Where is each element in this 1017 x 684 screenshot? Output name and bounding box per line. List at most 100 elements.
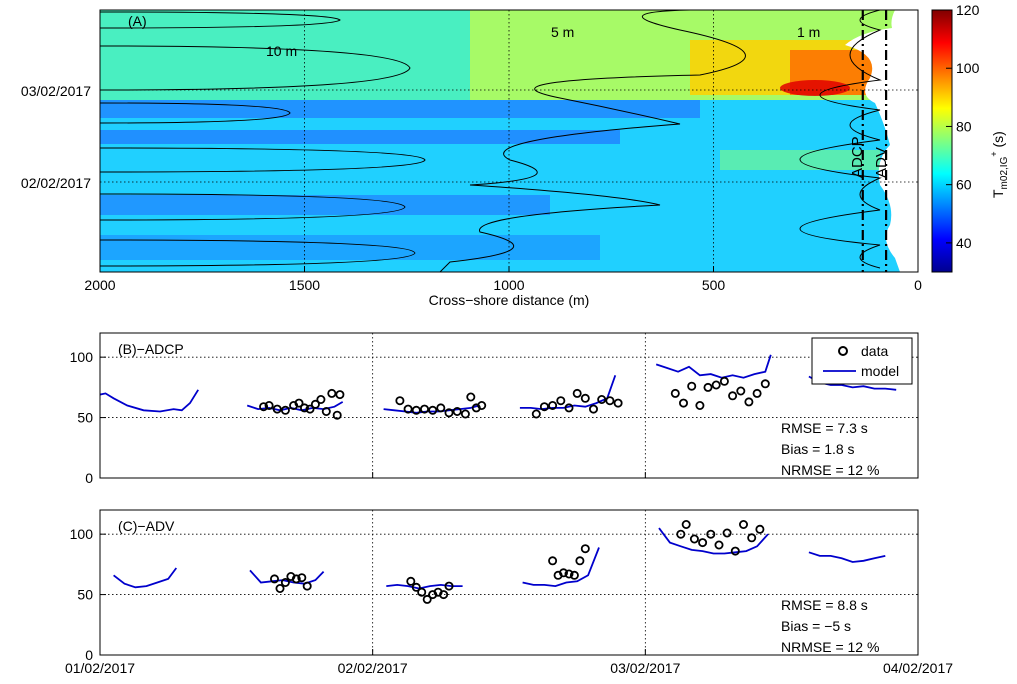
data-point-c bbox=[548, 556, 558, 566]
contour-10m bbox=[100, 11, 426, 267]
colorbar bbox=[931, 9, 953, 273]
y-tick-label-a-1: 02/02/2017 bbox=[21, 175, 91, 191]
data-point-b bbox=[411, 405, 421, 415]
series-b bbox=[100, 354, 897, 420]
model-line-c-0 bbox=[113, 567, 178, 589]
data-point-c bbox=[681, 520, 691, 530]
data-point-b bbox=[403, 404, 413, 414]
data-point-c bbox=[722, 528, 732, 538]
data-point-c bbox=[569, 570, 579, 580]
model-line-c-4 bbox=[658, 527, 769, 555]
data-point-b bbox=[259, 402, 269, 412]
panel-label-b: (B)−ADCP bbox=[118, 341, 184, 357]
data-point-c bbox=[406, 576, 416, 586]
data-point-b bbox=[477, 400, 487, 410]
stat-nrmse-b: NRMSE = 12 % bbox=[781, 462, 879, 478]
data-point-b bbox=[335, 390, 345, 400]
data-point-b bbox=[294, 398, 304, 408]
data-point-c bbox=[302, 581, 312, 591]
colorbar-tick-label: 60 bbox=[956, 177, 972, 193]
data-point-c bbox=[580, 544, 590, 554]
data-point-c bbox=[439, 590, 449, 600]
data-point-b bbox=[670, 388, 680, 398]
model-line-c-3 bbox=[522, 547, 600, 588]
data-point-b bbox=[556, 396, 566, 406]
heatmap-max-spot bbox=[780, 80, 850, 96]
data-point-b bbox=[613, 398, 623, 408]
panel-label-a: (A) bbox=[128, 13, 147, 29]
data-point-b bbox=[436, 403, 446, 413]
data-point-c bbox=[297, 573, 307, 583]
grid-b bbox=[100, 333, 918, 478]
y-tick-label-c: 0 bbox=[85, 647, 93, 663]
data-point-b bbox=[310, 399, 320, 409]
data-point-b bbox=[539, 402, 549, 412]
data-point-b bbox=[719, 376, 729, 386]
x-ticks-c: 01/02/2017 02/02/2017 03/02/2017 04/02/2017 bbox=[65, 660, 953, 676]
data-point-c bbox=[564, 569, 574, 579]
model-line-c-2 bbox=[386, 583, 463, 590]
data-point-c bbox=[417, 587, 427, 597]
data-point-b bbox=[299, 403, 309, 413]
data-point-b bbox=[760, 379, 770, 389]
data-point-c bbox=[755, 524, 765, 534]
stat-bias-c: Bias = −5 s bbox=[781, 618, 851, 634]
data-point-b bbox=[744, 397, 754, 407]
x-tick-label-a: 1000 bbox=[493, 277, 524, 293]
data-point-b bbox=[466, 392, 476, 402]
y-ticks-c: 0 50 100 bbox=[70, 526, 646, 663]
data-point-b bbox=[531, 409, 541, 419]
model-line-b-0 bbox=[100, 389, 199, 413]
x-tick-label-c: 01/02/2017 bbox=[65, 660, 135, 676]
data-point-b bbox=[452, 406, 462, 416]
legend-model-label: model bbox=[861, 363, 899, 379]
data-point-c bbox=[739, 520, 749, 530]
stat-bias-b: Bias = 1.8 s bbox=[781, 441, 855, 457]
series-c bbox=[113, 520, 886, 604]
heatmap-band-low-1 bbox=[100, 100, 700, 118]
colorbar-tick-label: 100 bbox=[956, 60, 980, 76]
data-point-c bbox=[747, 533, 757, 543]
data-point-b bbox=[687, 381, 697, 391]
y-ticks-b: 0 50 100 bbox=[70, 349, 646, 486]
contour-5m bbox=[439, 10, 746, 272]
data-point-b bbox=[305, 404, 315, 414]
data-point-c bbox=[411, 582, 421, 592]
data-point-c bbox=[698, 538, 708, 548]
data-point-b bbox=[548, 400, 558, 410]
data-point-b bbox=[695, 400, 705, 410]
contour-label-1m: 1 m bbox=[797, 24, 820, 40]
data-point-b bbox=[679, 398, 689, 408]
heatmap-band-low-3 bbox=[100, 195, 550, 215]
x-tick-label-c: 03/02/2017 bbox=[610, 660, 680, 676]
data-point-b bbox=[264, 400, 274, 410]
data-point-b bbox=[703, 382, 713, 392]
data-point-c bbox=[676, 529, 686, 539]
y-tick-label-b: 50 bbox=[77, 410, 93, 426]
colorbar-ticks: 120 100 80 60 40 bbox=[946, 2, 980, 251]
x-ticks-a: 2000 1500 1000 500 0 bbox=[84, 266, 922, 293]
model-line-b-4 bbox=[655, 354, 772, 379]
data-point-b bbox=[419, 404, 429, 414]
grid-a bbox=[100, 10, 918, 272]
data-point-c bbox=[575, 556, 585, 566]
data-point-b bbox=[316, 394, 326, 404]
grid-c bbox=[100, 510, 918, 655]
data-point-b bbox=[327, 388, 337, 398]
contour-1m bbox=[799, 10, 882, 269]
colorbar-tick-label: 120 bbox=[956, 2, 980, 18]
y-tick-label-a-0: 03/02/2017 bbox=[21, 83, 91, 99]
data-point-b bbox=[444, 408, 454, 418]
data-point-b bbox=[752, 388, 762, 398]
model-line-b-1 bbox=[246, 401, 344, 412]
data-point-b bbox=[572, 388, 582, 398]
contour-label-5m: 5 m bbox=[551, 24, 574, 40]
sensor-label-adcp: ADCP bbox=[849, 136, 866, 178]
heatmap-band-low-2 bbox=[100, 130, 620, 144]
data-point-b bbox=[564, 403, 574, 413]
x-tick-label-a: 2000 bbox=[84, 277, 115, 293]
data-point-b bbox=[321, 406, 331, 416]
data-point-b bbox=[728, 391, 738, 401]
